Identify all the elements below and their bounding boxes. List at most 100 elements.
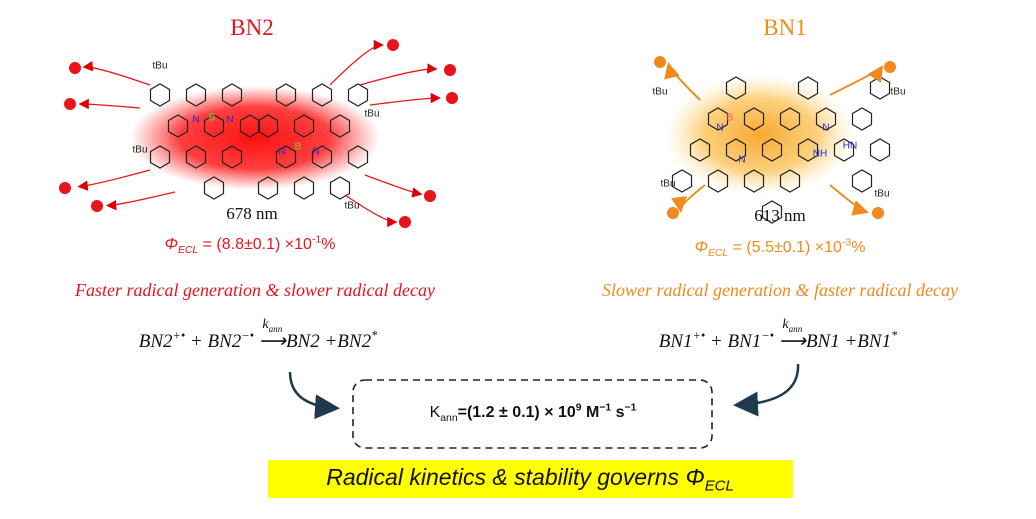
atom-label: tBu xyxy=(652,86,668,98)
k-sub: ann xyxy=(788,323,803,334)
ring xyxy=(761,138,783,162)
ring xyxy=(149,145,171,169)
symbol: Φ xyxy=(164,236,178,253)
radical xyxy=(444,64,456,76)
ring xyxy=(293,114,315,138)
unit: s xyxy=(611,404,625,421)
radical xyxy=(884,61,896,73)
atom-label: tBu xyxy=(660,178,676,190)
quantum-yield: ΦECL = (8.8±0.1) ×10-1% xyxy=(164,235,336,256)
radical xyxy=(667,207,679,219)
atom-label: HN xyxy=(842,140,858,152)
ring xyxy=(347,83,369,107)
products: BN1 +BN1 xyxy=(805,331,892,352)
atom-label: N xyxy=(278,146,286,158)
molecule xyxy=(149,83,369,200)
ring xyxy=(221,83,243,107)
ring xyxy=(257,114,279,138)
atom-label: N xyxy=(738,154,746,166)
radical xyxy=(399,216,411,228)
reactant: BN1 xyxy=(727,331,762,352)
unit: M xyxy=(581,404,600,421)
ray xyxy=(82,61,151,86)
k-sub: ann xyxy=(440,413,458,425)
products: BN2 +BN2 xyxy=(285,331,372,352)
ring xyxy=(185,83,207,107)
ring xyxy=(347,145,369,169)
ring xyxy=(275,83,297,107)
caption: Faster radical generation & slower radic… xyxy=(75,280,435,300)
ring xyxy=(725,138,747,162)
atom-label: tBu xyxy=(890,86,906,98)
rate-arrow: kann ⟶ xyxy=(258,318,286,352)
ray xyxy=(671,184,706,213)
ring xyxy=(815,107,837,131)
result-box xyxy=(352,379,713,449)
arrow xyxy=(733,363,800,417)
atom-label: tBu xyxy=(152,60,168,72)
exponent: 9 xyxy=(575,402,582,414)
quantum-yield: ΦECL = (5.5±0.1) ×10-3% xyxy=(695,238,866,259)
ring xyxy=(689,138,711,162)
ring xyxy=(743,107,765,131)
radical xyxy=(59,182,71,194)
equation: BN1+• + BN1−• kann ⟶BN1 +BN1* xyxy=(658,318,898,352)
plus: + xyxy=(705,331,728,352)
value: = (8.8±0.1) ×10 xyxy=(198,236,312,253)
symbol: Φ xyxy=(685,464,705,490)
ring xyxy=(743,169,765,193)
radical xyxy=(654,56,666,68)
rate-constant: Kann=(1.2 ± 0.1) × 109 M−1 s−1 xyxy=(430,402,637,425)
highlight xyxy=(268,460,793,498)
ray xyxy=(344,194,398,228)
arrow: ⟶ xyxy=(258,331,286,352)
k-sub: ann xyxy=(268,323,283,334)
glow xyxy=(130,86,380,190)
ring xyxy=(221,145,243,169)
ray xyxy=(105,191,176,211)
ring xyxy=(797,138,819,162)
ring xyxy=(311,83,333,107)
ray xyxy=(664,62,701,101)
reactant: BN2 xyxy=(138,331,173,352)
subscript: ECL xyxy=(704,477,734,495)
ring xyxy=(725,76,747,100)
k: k xyxy=(262,317,269,332)
ray xyxy=(829,65,884,96)
ring xyxy=(311,145,333,169)
ray xyxy=(77,169,151,191)
radical xyxy=(91,200,103,212)
ring xyxy=(869,138,891,162)
k: k xyxy=(782,317,789,332)
value: = (5.5±0.1) ×10 xyxy=(728,239,842,256)
ray xyxy=(359,63,438,86)
emission-arrows xyxy=(59,39,896,228)
title: BN1 xyxy=(763,15,807,40)
reactant: BN1 xyxy=(658,331,693,352)
plus: + xyxy=(185,331,208,352)
atom-label: B xyxy=(208,112,216,124)
conclusion: Radical kinetics & stability governs ΦEC… xyxy=(326,464,734,494)
ring xyxy=(203,114,225,138)
rate-label: kann xyxy=(779,317,806,334)
wavelength: 613 nm xyxy=(754,206,806,225)
ring xyxy=(257,176,279,200)
atom-label: B xyxy=(294,141,302,153)
ring xyxy=(149,83,171,107)
atom-label: tBu xyxy=(874,188,890,200)
radical xyxy=(64,98,76,110)
ring xyxy=(293,176,315,200)
atom-label: B xyxy=(726,112,734,124)
unit: % xyxy=(851,239,866,256)
molecule xyxy=(671,76,891,224)
wavelength: 678 nm xyxy=(226,204,278,223)
ring xyxy=(329,114,351,138)
ring xyxy=(167,114,189,138)
atom-label: tBu xyxy=(364,108,380,120)
reactant: BN2 xyxy=(207,331,242,352)
charge: −• xyxy=(761,328,774,343)
radical xyxy=(872,207,884,219)
excited: * xyxy=(371,328,378,343)
exponent: −1 xyxy=(599,402,612,414)
